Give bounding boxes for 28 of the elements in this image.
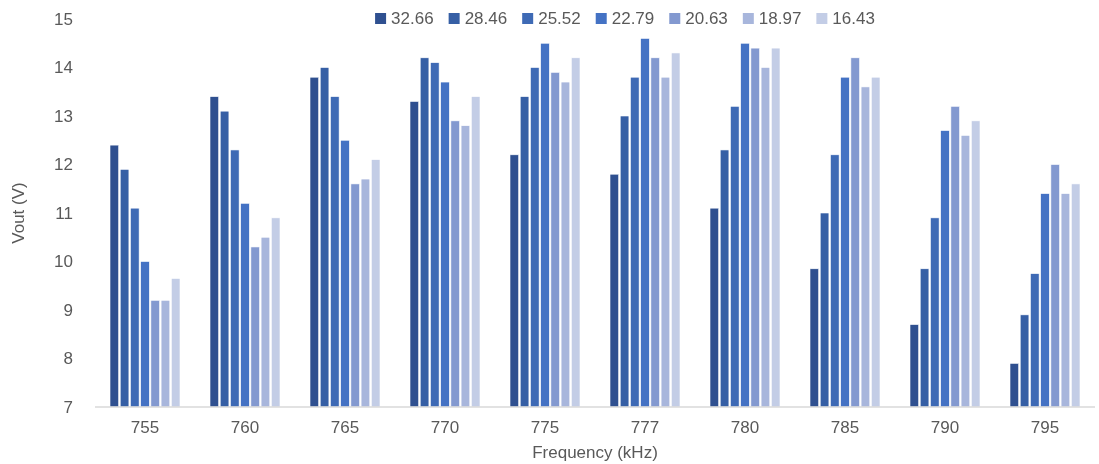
y-axis-title: Vout (V) — [9, 182, 28, 244]
x-axis-title: Frequency (kHz) — [532, 443, 658, 462]
x-tick-label: 765 — [330, 418, 360, 438]
x-tick-label: 760 — [230, 418, 260, 438]
legend-label: 28.46 — [464, 9, 508, 28]
legend-label: 20.63 — [685, 9, 728, 28]
y-tick-label: 7 — [63, 397, 73, 417]
legend-label: 18.97 — [758, 9, 802, 28]
y-tick-label: 15 — [54, 9, 73, 29]
y-tick-label: 12 — [54, 155, 73, 175]
legend-label: 32.66 — [391, 9, 434, 28]
legend-label: 25.52 — [538, 9, 581, 28]
x-tick-label: 775 — [530, 418, 560, 438]
x-tick-label: 770 — [430, 418, 460, 438]
y-tick-label: 9 — [63, 300, 73, 320]
legend-label: 16.43 — [832, 9, 875, 28]
y-tick-label: 10 — [54, 252, 73, 272]
x-tick-label: 780 — [730, 418, 760, 438]
y-tick-label: 11 — [55, 203, 73, 223]
x-tick-label: 755 — [130, 418, 160, 438]
x-tick-label: 795 — [1030, 418, 1060, 438]
y-tick-label: 13 — [54, 106, 73, 126]
x-tick-label: 785 — [830, 418, 860, 438]
y-tick-label: 14 — [54, 58, 73, 78]
x-tick-label: 777 — [630, 418, 660, 438]
y-tick-label: 8 — [63, 349, 73, 369]
x-tick-label: 790 — [930, 418, 960, 438]
legend-label: 22.79 — [611, 9, 655, 28]
